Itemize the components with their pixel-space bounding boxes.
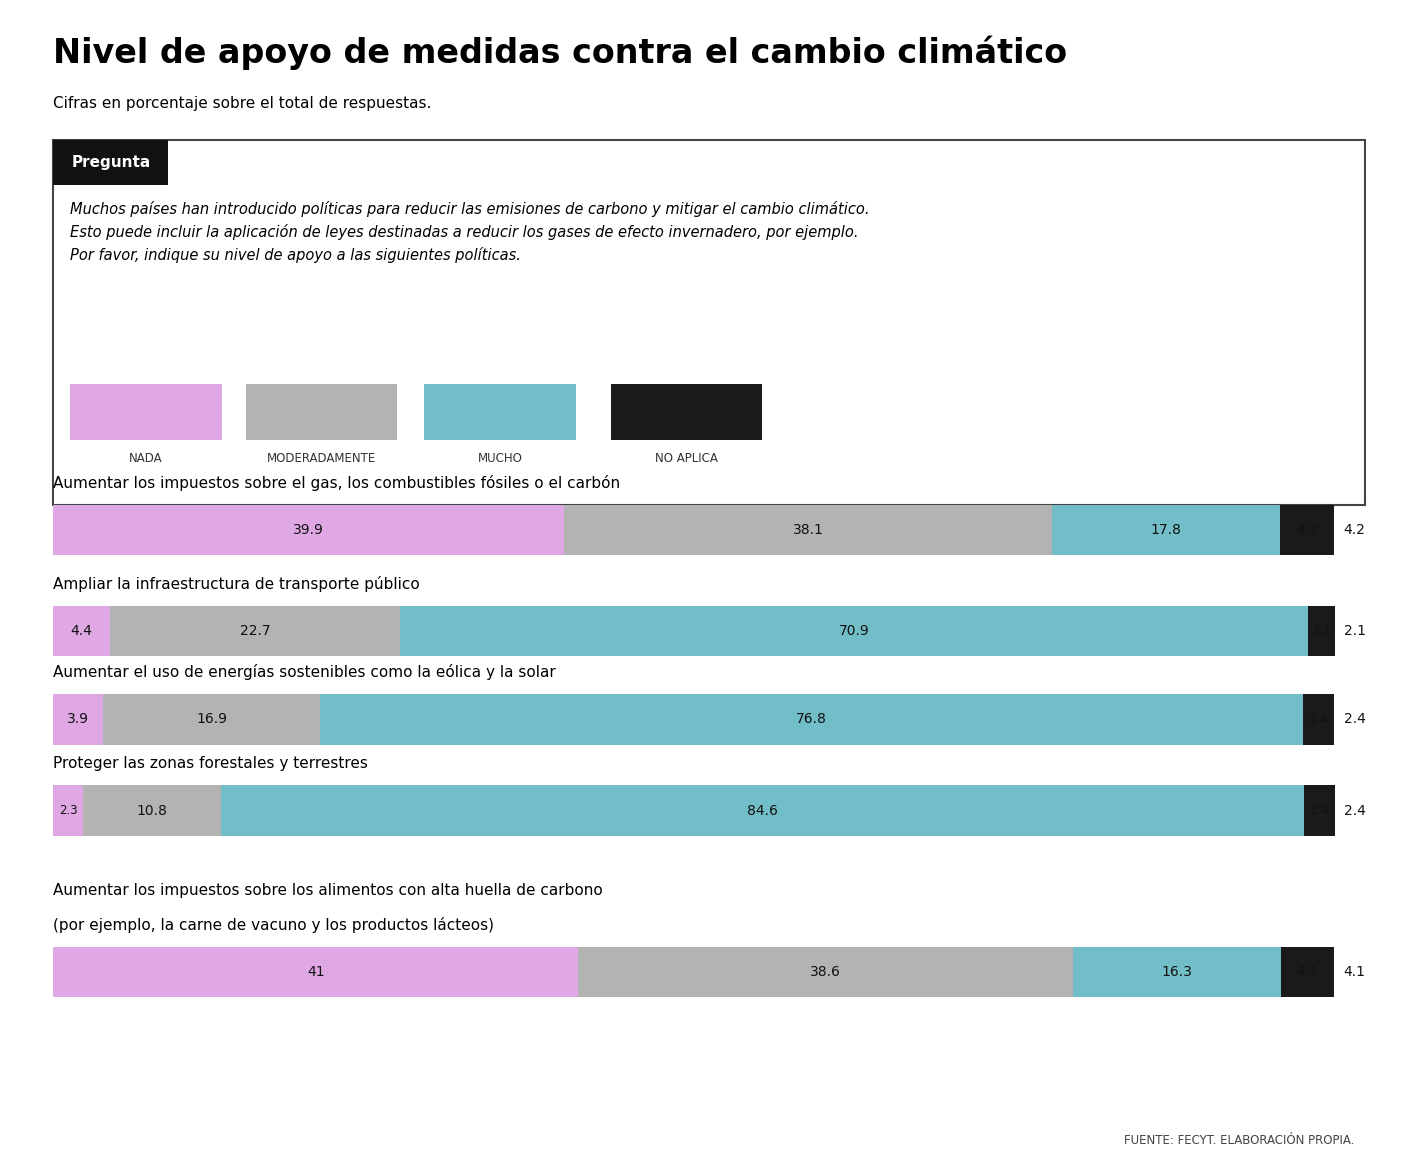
Text: Nivel de apoyo de medidas contra el cambio climático: Nivel de apoyo de medidas contra el camb…: [53, 35, 1067, 70]
Text: Cifras en porcentaje sobre el total de respuestas.: Cifras en porcentaje sobre el total de r…: [53, 96, 431, 111]
Text: 17.8: 17.8: [1151, 523, 1182, 537]
Text: 16.3: 16.3: [1161, 965, 1192, 979]
Text: Aumentar los impuestos sobre el gas, los combustibles fósiles o el carbón: Aumentar los impuestos sobre el gas, los…: [53, 475, 621, 491]
Text: Aumentar los impuestos sobre los alimentos con alta huella de carbono: Aumentar los impuestos sobre los aliment…: [53, 883, 604, 897]
Text: 2.1: 2.1: [1313, 624, 1331, 638]
Text: Proteger las zonas forestales y terrestres: Proteger las zonas forestales y terrestr…: [53, 757, 368, 772]
Text: 84.6: 84.6: [747, 804, 778, 818]
Text: 70.9: 70.9: [840, 624, 869, 638]
Text: 4.1: 4.1: [1296, 965, 1318, 979]
Text: 41: 41: [307, 965, 324, 979]
Text: 38.1: 38.1: [793, 523, 824, 537]
Text: Pregunta: Pregunta: [72, 155, 150, 169]
Text: 2.4: 2.4: [1310, 804, 1330, 818]
Text: 2.4: 2.4: [1344, 712, 1366, 726]
Text: MODERADAMENTE: MODERADAMENTE: [267, 452, 376, 465]
Text: 76.8: 76.8: [796, 712, 827, 726]
Text: 2.1: 2.1: [1344, 624, 1366, 638]
Text: FUENTE: FECYT. ELABORACIÓN PROPIA.: FUENTE: FECYT. ELABORACIÓN PROPIA.: [1125, 1134, 1355, 1147]
Text: 10.8: 10.8: [136, 804, 167, 818]
Text: 4.1: 4.1: [1344, 965, 1366, 979]
Text: 2.4: 2.4: [1344, 804, 1366, 818]
Text: 4.4: 4.4: [70, 624, 93, 638]
Text: MUCHO: MUCHO: [477, 452, 522, 465]
Text: Muchos países han introducido políticas para reducir las emisiones de carbono y : Muchos países han introducido políticas …: [70, 201, 869, 263]
Text: 16.9: 16.9: [197, 712, 227, 726]
Text: Ampliar la infraestructura de transporte público: Ampliar la infraestructura de transporte…: [53, 576, 420, 591]
Text: 2.3: 2.3: [59, 804, 77, 818]
Text: 4.2: 4.2: [1296, 523, 1318, 537]
Text: Aumentar el uso de energías sostenibles como la eólica y la solar: Aumentar el uso de energías sostenibles …: [53, 665, 556, 680]
Text: 2.4: 2.4: [1309, 712, 1328, 726]
Text: NO APLICA: NO APLICA: [656, 452, 717, 465]
Text: (por ejemplo, la carne de vacuno y los productos lácteos): (por ejemplo, la carne de vacuno y los p…: [53, 917, 494, 932]
Text: 3.9: 3.9: [67, 712, 90, 726]
Text: NADA: NADA: [129, 452, 163, 465]
Text: 22.7: 22.7: [240, 624, 271, 638]
Text: 38.6: 38.6: [810, 965, 841, 979]
Text: 39.9: 39.9: [293, 523, 324, 537]
Text: 4.2: 4.2: [1344, 523, 1366, 537]
